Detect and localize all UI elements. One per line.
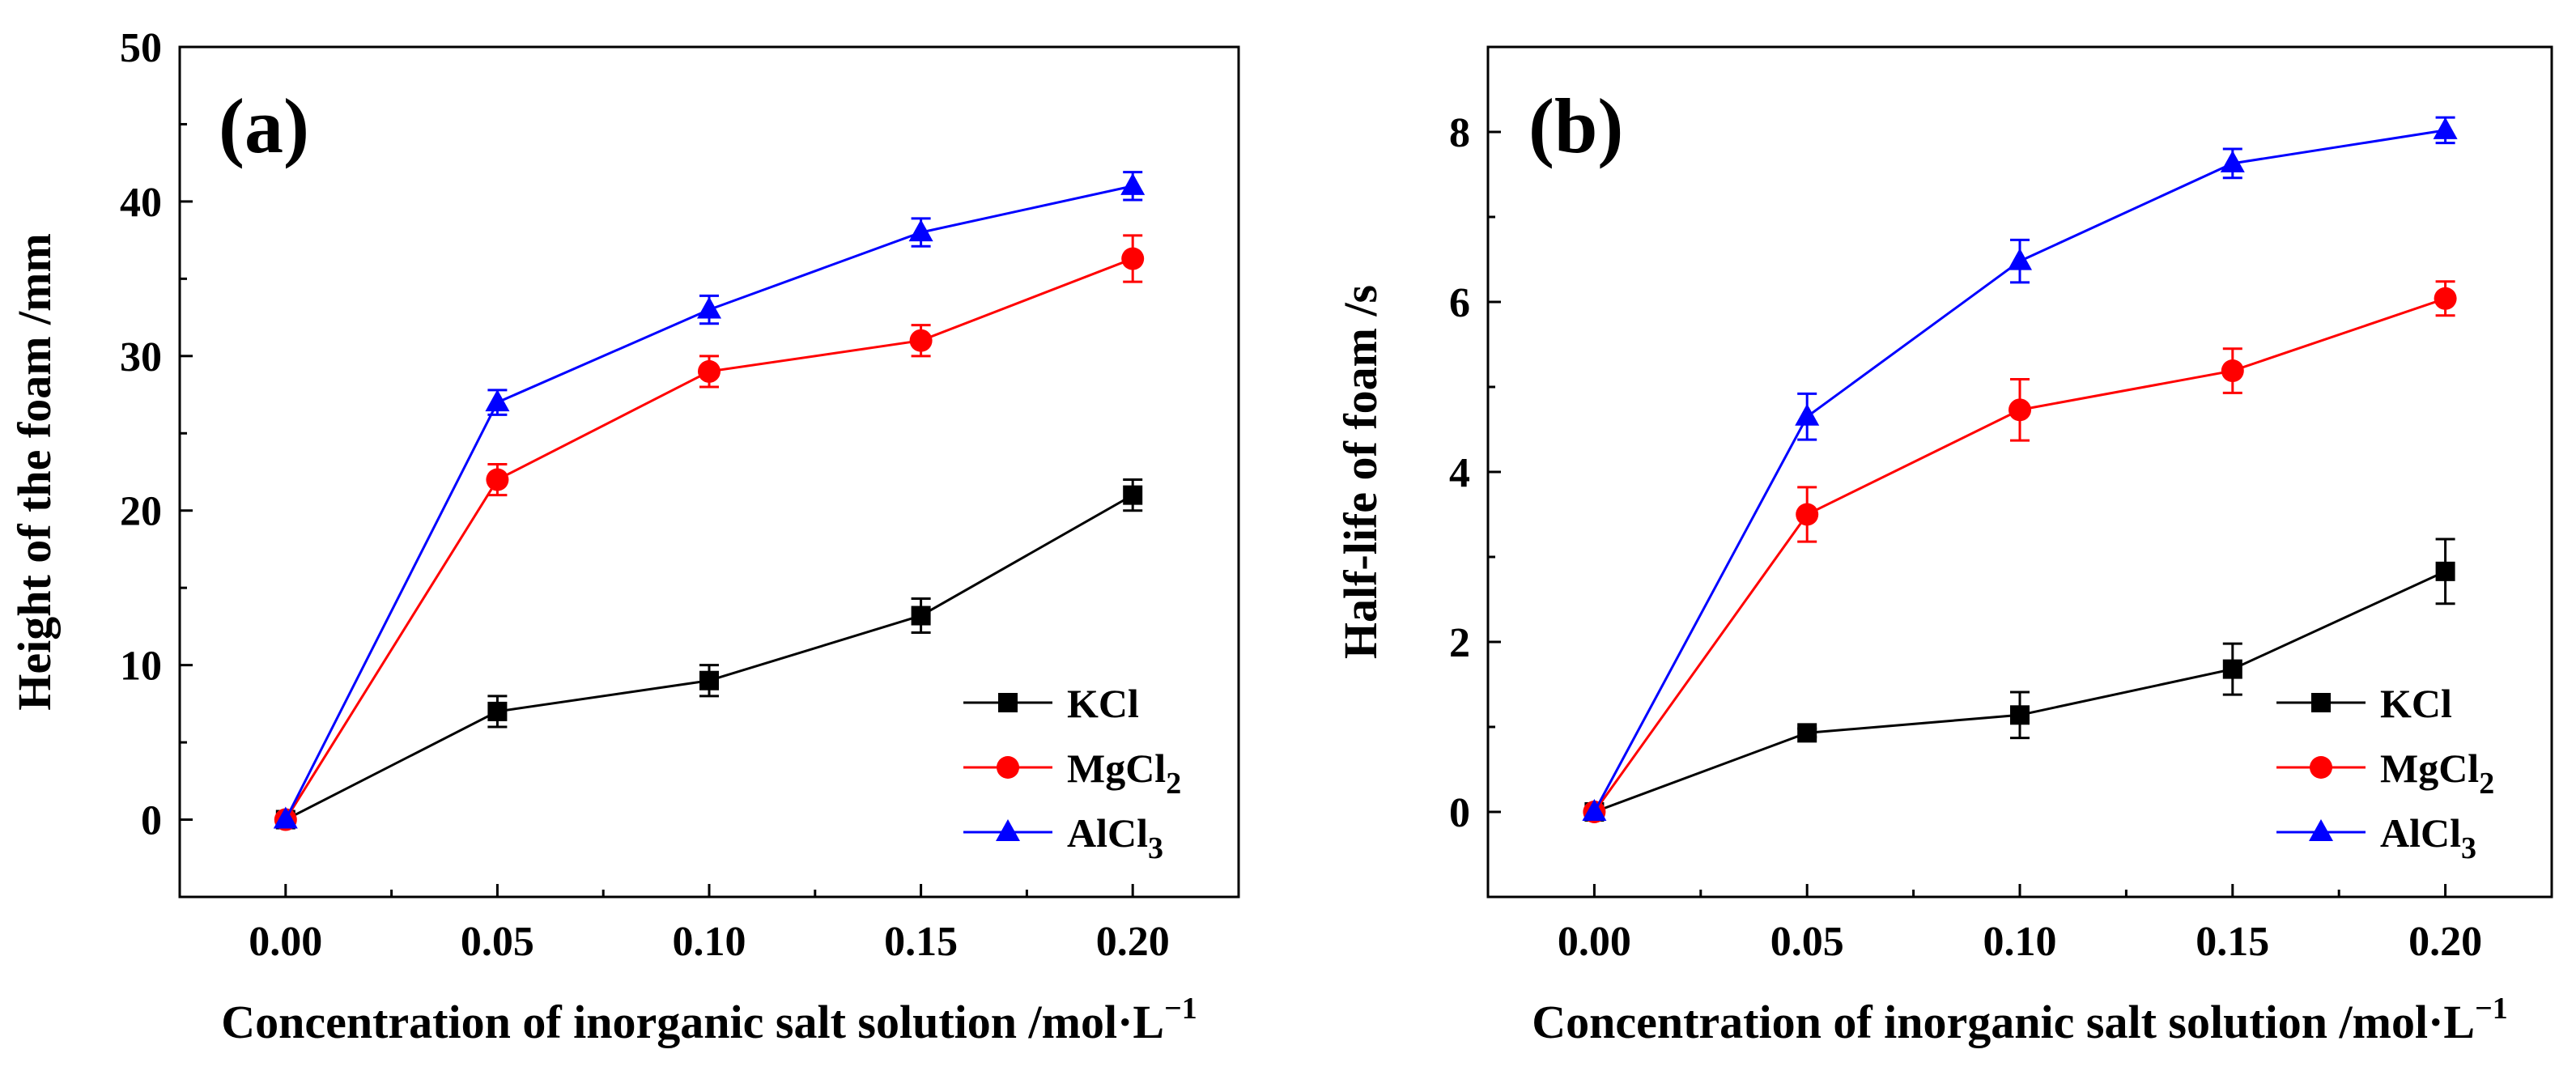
legend-label-base: MgCl bbox=[1067, 746, 1166, 791]
data-point bbox=[911, 605, 931, 626]
x-tick-label: 0.10 bbox=[673, 919, 746, 965]
x-tick-label: 0.20 bbox=[1096, 919, 1170, 965]
legend-marker bbox=[2310, 756, 2332, 779]
x-tick-label: 0.15 bbox=[884, 919, 958, 965]
data-point bbox=[698, 359, 721, 383]
data-point bbox=[2435, 561, 2455, 581]
data-point bbox=[1123, 485, 1143, 505]
data-point bbox=[486, 468, 509, 491]
legend-label: KCl bbox=[2380, 681, 2452, 726]
series-kcl bbox=[1584, 538, 2455, 822]
x-tick-label: 0.00 bbox=[249, 919, 322, 965]
legend-label-subscript: 2 bbox=[2479, 767, 2494, 801]
legend-label: MgCl2 bbox=[1067, 746, 1181, 801]
data-point bbox=[2009, 398, 2031, 422]
data-point bbox=[273, 806, 298, 829]
legend-label-base: KCl bbox=[2380, 681, 2452, 726]
legend-label: AlCl3 bbox=[2380, 810, 2476, 865]
data-point bbox=[1796, 503, 1819, 526]
data-point bbox=[1795, 403, 1820, 426]
data-point bbox=[2010, 705, 2030, 725]
y-tick-label: 0 bbox=[1449, 790, 1470, 836]
x-tick-label: 0.10 bbox=[1983, 919, 2057, 965]
legend-marker bbox=[2311, 693, 2331, 712]
data-point bbox=[1797, 723, 1817, 743]
series-mgcl2 bbox=[1583, 280, 2457, 823]
data-point bbox=[1582, 799, 1607, 821]
legend-label-subscript: 2 bbox=[1166, 767, 1181, 801]
data-point bbox=[2222, 659, 2242, 679]
data-point bbox=[908, 219, 933, 242]
chart-panel-a: 0 10 20 30 40 50 0.00 0.05 0.10 0.15 0.20 Concentra… bbox=[8, 25, 1240, 1048]
x-axis-title-superscript: −1 bbox=[2475, 992, 2508, 1026]
x-tick-label: 0.05 bbox=[1770, 919, 1844, 965]
y-tick-label: 0 bbox=[141, 798, 162, 844]
series-alcl3 bbox=[1582, 116, 2458, 821]
legend-label: KCl bbox=[1067, 681, 1139, 726]
legend-label-subscript: 3 bbox=[2461, 831, 2476, 865]
y-tick-label: 10 bbox=[120, 644, 162, 690]
legend-label-base: AlCl bbox=[1067, 810, 1148, 856]
legend-label-subscript: 3 bbox=[1148, 831, 1163, 865]
panel-label: (b) bbox=[1528, 83, 1623, 169]
y-tick-label: 50 bbox=[120, 25, 162, 71]
data-point bbox=[909, 329, 933, 352]
y-axis-title: Half-life of foam /s bbox=[1334, 285, 1387, 659]
panel-label: (a) bbox=[219, 83, 309, 169]
data-point bbox=[2008, 248, 2032, 270]
x-axis-title-superscript: −1 bbox=[1164, 992, 1197, 1026]
data-point bbox=[2433, 117, 2458, 139]
series-mgcl2 bbox=[274, 234, 1145, 831]
x-axis-title-text: Concentration of inorganic salt solution… bbox=[1532, 996, 2475, 1048]
legend-label: AlCl3 bbox=[1067, 810, 1163, 865]
x-tick-label: 0.00 bbox=[1558, 919, 1631, 965]
series-alcl3 bbox=[273, 171, 1146, 829]
chart-panel-b: 0 2 4 6 8 0.00 0.05 0.10 0.15 0.20 Concentration o… bbox=[1334, 45, 2553, 1048]
data-point bbox=[2220, 150, 2245, 172]
legend-label-base: AlCl bbox=[2380, 810, 2461, 856]
y-tick-label: 6 bbox=[1449, 280, 1470, 326]
x-axis-title-text: Concentration of inorganic salt solution… bbox=[221, 996, 1164, 1048]
legend-marker bbox=[2309, 819, 2333, 841]
x-tick-label: 0.15 bbox=[2196, 919, 2269, 965]
x-axis-title: Concentration of inorganic salt solution… bbox=[1532, 992, 2508, 1048]
data-point bbox=[487, 701, 508, 721]
data-point bbox=[1120, 172, 1146, 195]
y-tick-label: 2 bbox=[1449, 620, 1470, 666]
y-axis-title: Height of the foam /mm bbox=[8, 233, 61, 711]
legend-marker bbox=[997, 756, 1019, 779]
data-point bbox=[699, 670, 719, 690]
y-tick-label: 20 bbox=[120, 489, 162, 535]
y-tick-label: 4 bbox=[1449, 450, 1470, 496]
x-tick-label: 0.20 bbox=[2408, 919, 2482, 965]
data-point bbox=[1121, 247, 1145, 270]
data-point bbox=[2221, 359, 2244, 383]
legend-marker bbox=[998, 693, 1018, 712]
data-point bbox=[697, 296, 721, 319]
data-point bbox=[485, 389, 510, 412]
series-line bbox=[284, 185, 1133, 821]
y-tick-label: 8 bbox=[1449, 110, 1470, 156]
y-tick-label: 30 bbox=[120, 334, 162, 380]
legend-marker bbox=[996, 819, 1020, 841]
y-tick-label: 40 bbox=[120, 180, 162, 226]
series-line bbox=[284, 257, 1133, 821]
x-tick-label: 0.05 bbox=[461, 919, 534, 965]
x-axis-title: Concentration of inorganic salt solution… bbox=[221, 992, 1197, 1048]
legend-label: MgCl2 bbox=[2380, 746, 2494, 801]
legend-label-base: MgCl bbox=[2380, 746, 2479, 791]
data-point bbox=[2434, 287, 2457, 310]
legend-label-base: KCl bbox=[1067, 681, 1139, 726]
